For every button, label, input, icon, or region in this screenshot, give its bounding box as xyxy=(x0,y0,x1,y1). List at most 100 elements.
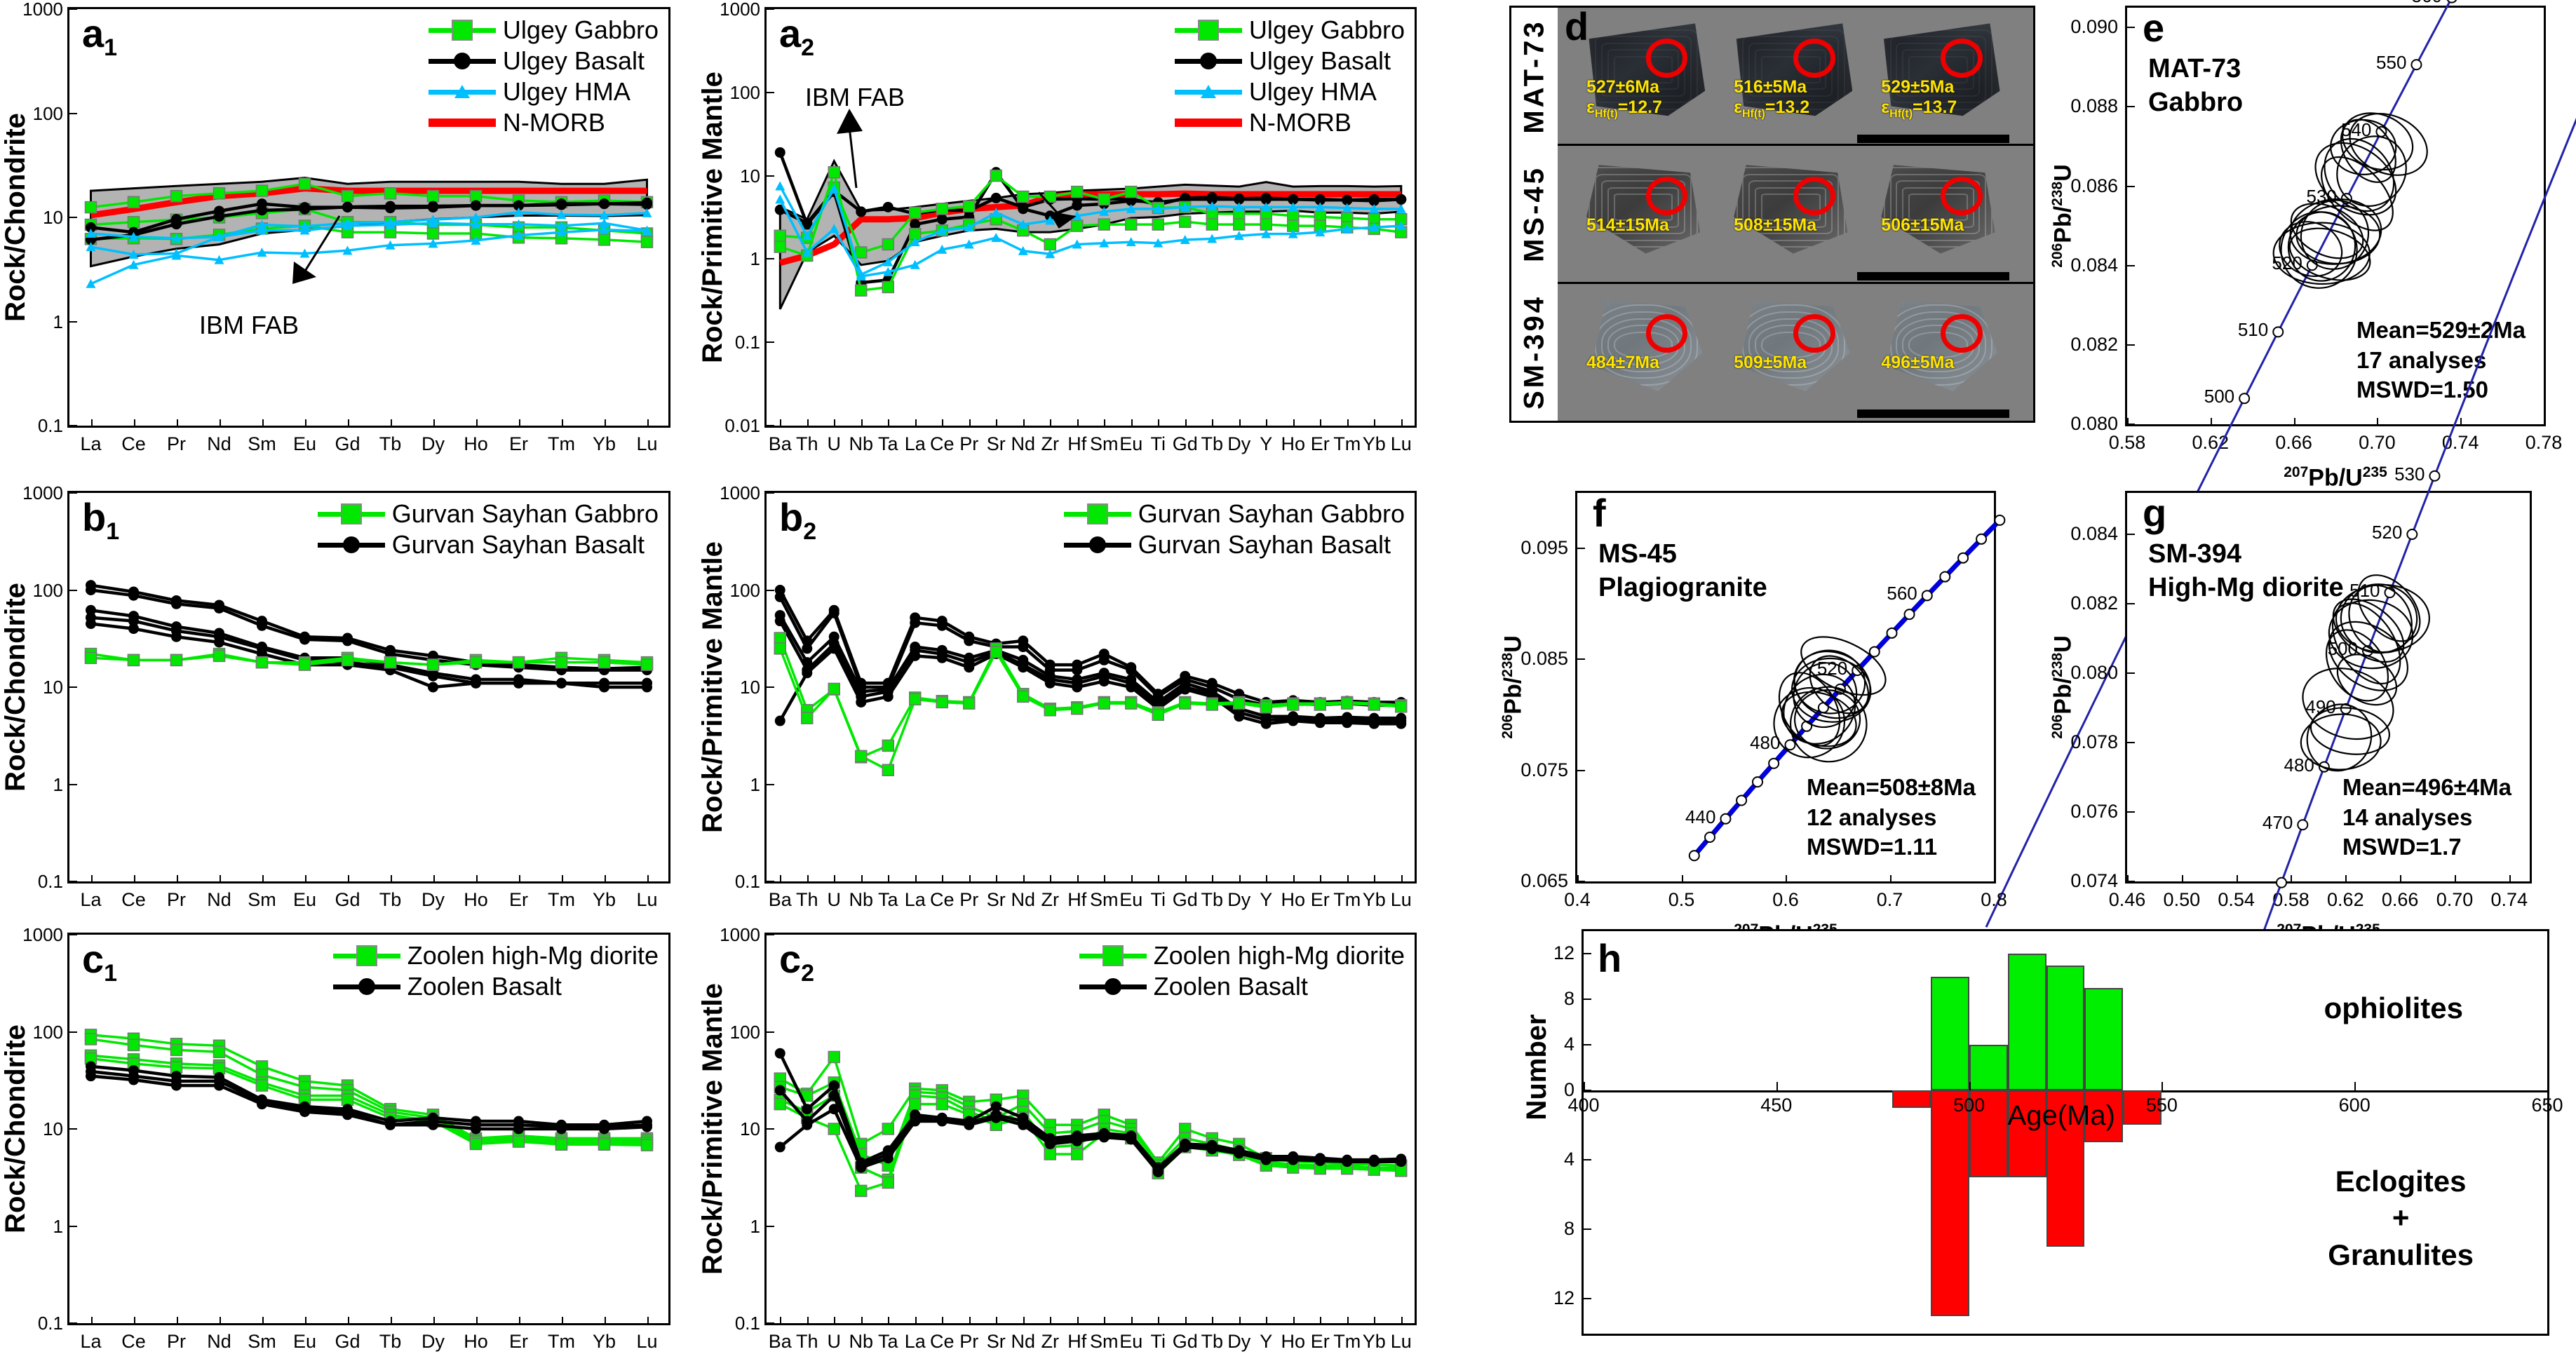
data-point xyxy=(1342,1156,1353,1167)
x-tick xyxy=(1158,419,1160,426)
y-tick xyxy=(767,589,774,591)
panel-d-zircon-images: MAT-73 MS-45 SM-394 527±6Ma εHf(t)=12.7 516±5… xyxy=(1509,4,2035,423)
data-point xyxy=(1153,238,1164,248)
y-tick-label: 100 xyxy=(32,579,63,601)
data-point xyxy=(1017,190,1030,203)
y-tick xyxy=(1584,1089,1591,1091)
data-point xyxy=(1018,1119,1029,1130)
x-tick-label: Er xyxy=(509,433,528,454)
x-tick-label: Dy xyxy=(422,889,445,910)
y-tick-label: 0.088 xyxy=(2070,95,2118,117)
series-line xyxy=(90,228,647,285)
data-point xyxy=(555,656,568,669)
panel-letter: c xyxy=(82,937,104,981)
data-point xyxy=(214,1080,224,1091)
data-point xyxy=(1342,224,1352,233)
x-tick-label: Nb xyxy=(849,889,874,910)
x-tick xyxy=(1050,1317,1052,1323)
zircon-annotation: 508±15Ma xyxy=(1734,215,1816,236)
data-point xyxy=(1018,245,1028,255)
data-point xyxy=(963,697,976,710)
legend-marker xyxy=(1088,536,1106,553)
stat-line: Mean=508±8Ma xyxy=(1807,774,1976,801)
legend-label: Zoolen Basalt xyxy=(1153,972,1308,1001)
data-point xyxy=(1206,698,1218,711)
x-tick-label: Ho xyxy=(464,433,488,454)
x-tick xyxy=(780,1317,782,1323)
data-point xyxy=(1126,665,1137,676)
x-tick xyxy=(1158,1317,1160,1323)
x-tick xyxy=(433,419,435,426)
legend-item: Zoolen Basalt xyxy=(332,971,659,1002)
y-tick xyxy=(767,425,774,426)
zircon-zoning-band xyxy=(1595,36,1692,104)
concordia-stats-f: Mean=508±8Ma 12 analyses MSWD=1.11 xyxy=(1807,773,1976,862)
analysis-spot-circle xyxy=(1645,39,1688,78)
x-tick xyxy=(219,1317,221,1323)
x-tick-label: Ho xyxy=(1281,1331,1306,1352)
y-tick-label: 8 xyxy=(1563,1218,1574,1240)
x-tick xyxy=(647,419,649,426)
epsilon-subscript: Hf(t) xyxy=(1889,108,1913,121)
legend-label: Gurvan Sayhan Gabbro xyxy=(1138,499,1405,528)
data-point xyxy=(1180,1142,1191,1153)
data-point xyxy=(774,632,786,644)
data-point xyxy=(86,229,96,238)
x-tick xyxy=(1131,419,1133,426)
data-point xyxy=(127,654,140,667)
data-point xyxy=(640,236,654,248)
y-tick-label: 10 xyxy=(740,1118,760,1139)
y-tick xyxy=(1584,1298,1591,1300)
data-point xyxy=(171,250,182,260)
row-divider xyxy=(1558,144,2033,147)
concordia-age-tick xyxy=(1939,571,1951,583)
data-point xyxy=(86,1071,96,1082)
x-tick xyxy=(476,875,478,881)
x-tick xyxy=(390,419,392,426)
histogram-bar xyxy=(2007,1090,2046,1177)
x-tick xyxy=(1104,419,1106,426)
y-tick-label: 0.01 xyxy=(724,415,760,436)
zircon-zoning-band xyxy=(1896,42,1981,97)
y-tick-label: 0.082 xyxy=(2070,333,2118,355)
x-tick xyxy=(1266,1317,1268,1323)
series-line xyxy=(90,654,647,666)
concordia-age-label: 520 xyxy=(2371,521,2403,543)
y-tick-label: 1000 xyxy=(720,482,760,503)
x-tick xyxy=(1212,1317,1214,1323)
x-tick-label: Ti xyxy=(1150,433,1166,454)
concordia-age-tick xyxy=(1720,813,1732,825)
legend-marker xyxy=(342,536,360,553)
x-tick-label: La xyxy=(80,1331,102,1352)
histogram-bar xyxy=(1969,1044,2008,1090)
y-tick-label: 4 xyxy=(1563,1033,1574,1055)
x-tick-label: Pr xyxy=(959,1331,979,1352)
zircon-zoning-band xyxy=(1748,180,1833,235)
legend-b2: Gurvan Sayhan Gabbro Gurvan Sayhan Basalt xyxy=(1063,499,1405,560)
x-tick xyxy=(1050,875,1052,881)
data-point xyxy=(1152,1166,1164,1177)
x-tick-label: Er xyxy=(1310,889,1330,910)
y-tick-label: 1000 xyxy=(720,0,760,20)
data-point xyxy=(910,1116,921,1127)
x-tick xyxy=(1212,875,1214,881)
x-tick xyxy=(1212,419,1214,426)
data-point xyxy=(171,1080,182,1091)
data-point xyxy=(1396,203,1406,213)
y-tick xyxy=(69,8,77,10)
y-tick xyxy=(69,783,77,785)
zircon-annotation: 509±5Ma xyxy=(1734,353,1807,373)
data-point xyxy=(774,1048,785,1059)
series-line xyxy=(90,1038,647,1142)
concordia-age-tick xyxy=(1886,627,1898,639)
data-point xyxy=(1072,682,1083,693)
panel-letter: a xyxy=(779,11,802,55)
data-point xyxy=(856,271,866,281)
data-point xyxy=(128,259,139,269)
x-tick-label: 0.8 xyxy=(1981,889,2007,910)
legend-item: Ulgey Basalt xyxy=(428,46,659,76)
plot-c1: c1 Zoolen high-Mg diorite Zoolen Basalt xyxy=(67,933,670,1325)
isotope-superscript-238: 238 xyxy=(2049,652,2065,677)
y-tick xyxy=(1584,1228,1591,1231)
x-tick xyxy=(996,1317,998,1323)
